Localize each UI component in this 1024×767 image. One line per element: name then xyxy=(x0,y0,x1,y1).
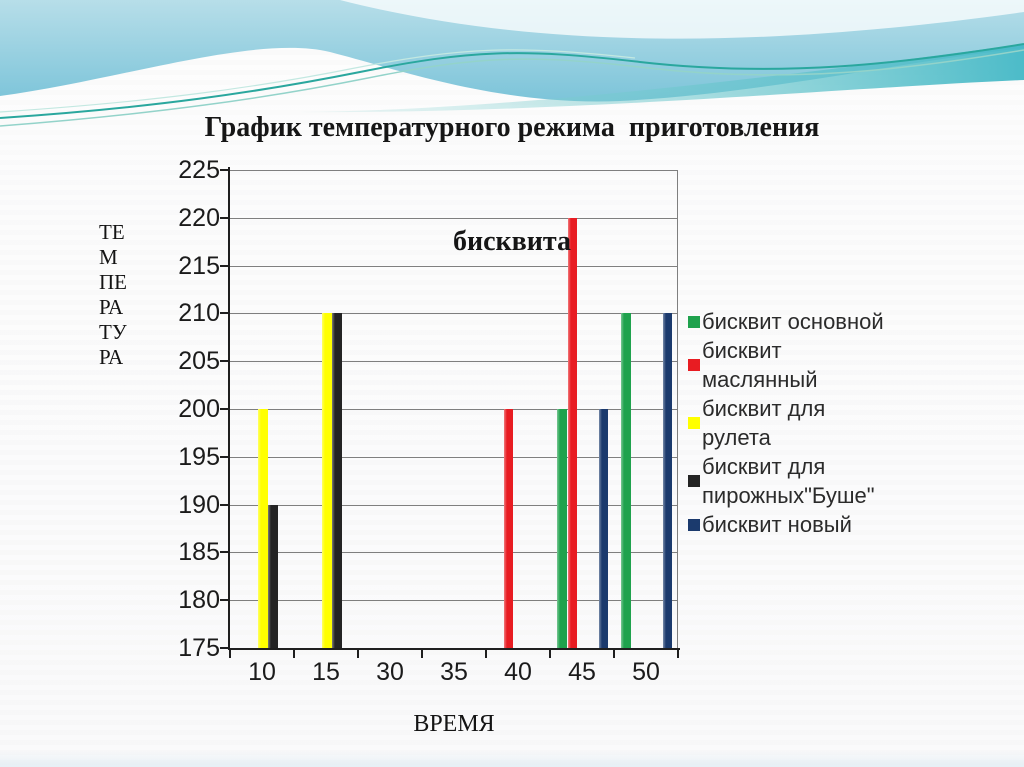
y-axis-title-line-2: ПЕ xyxy=(99,270,127,294)
legend-item-3: бисквит для пирожных"Буше" xyxy=(688,452,956,510)
bar-бисквит-маслянный-40 xyxy=(503,409,514,648)
x-axis-title: ВРЕМЯ xyxy=(413,711,495,737)
wave-white-swoosh xyxy=(340,0,1024,39)
legend-label-2: бисквит для рулета xyxy=(702,396,826,450)
y-axis-title-line-0: ТЕ xyxy=(99,220,125,244)
legend-label-0: бисквит основной xyxy=(702,309,884,334)
bottom-wave-decoration xyxy=(0,751,1024,767)
gridline-200 xyxy=(230,409,678,410)
x-tick-7 xyxy=(677,650,679,658)
x-tick-5 xyxy=(549,650,551,658)
bar-бисквит-новый-50 xyxy=(662,313,673,648)
y-tick-195 xyxy=(220,455,229,458)
legend-marker-3 xyxy=(688,475,700,487)
y-tick-205 xyxy=(220,360,229,363)
wave-line-faint xyxy=(0,49,636,113)
y-tick-label-215: 215 xyxy=(178,251,220,280)
y-tick-180 xyxy=(220,599,229,602)
gridline-215 xyxy=(230,265,678,267)
x-tick-label-40: 40 xyxy=(504,658,532,686)
legend-label-1: бисквит маслянный xyxy=(702,338,818,392)
y-tick-200 xyxy=(220,408,229,410)
gridline-205 xyxy=(230,361,678,363)
x-tick-0 xyxy=(229,650,231,658)
y-tick-175 xyxy=(220,647,229,649)
gridline-190 xyxy=(230,504,678,506)
legend-marker-1 xyxy=(688,359,700,371)
legend-item-4: бисквит новый xyxy=(688,510,956,539)
y-tick-label-185: 185 xyxy=(178,538,220,567)
bar-бисквит-маслянный-45 xyxy=(567,217,578,648)
x-tick-label-10: 10 xyxy=(248,658,276,686)
y-tick-210 xyxy=(220,312,229,315)
bar-бисквит-основной-45 xyxy=(557,409,568,648)
y-tick-label-220: 220 xyxy=(178,203,220,232)
bar-бисквит-новый-45 xyxy=(598,409,609,648)
y-axis-title-line-1: М xyxy=(99,245,118,269)
gridline-185 xyxy=(230,552,678,554)
y-tick-225 xyxy=(220,169,229,171)
plot-area xyxy=(230,170,678,648)
y-axis-title: ТЕ М ПЕ РА ТУ РА xyxy=(99,220,127,370)
y-tick-label-195: 195 xyxy=(178,442,220,471)
wave-line-dark xyxy=(0,43,1024,119)
bar-бисквит-для-рулета-10 xyxy=(258,409,268,648)
x-tick-label-50: 50 xyxy=(632,658,660,686)
legend-label-3: бисквит для пирожных"Буше" xyxy=(702,454,875,508)
y-tick-label-175: 175 xyxy=(178,634,220,662)
gridline-210 xyxy=(230,313,678,315)
y-axis xyxy=(228,167,230,650)
y-tick-label-225: 225 xyxy=(178,156,220,184)
slide-title-line-2: бисквита xyxy=(452,226,572,257)
gridline-225 xyxy=(230,170,678,171)
x-tick-6 xyxy=(613,650,615,658)
legend-marker-2 xyxy=(688,417,700,429)
y-tick-label-180: 180 xyxy=(178,586,220,615)
wave-teal-band xyxy=(300,44,1024,113)
y-tick-220 xyxy=(220,216,229,219)
y-axis-title-line-4: ТУ xyxy=(99,320,127,344)
y-tick-label-190: 190 xyxy=(178,490,220,519)
bar-бисквит-для-пирожных-Буше--15 xyxy=(332,313,342,648)
x-axis xyxy=(228,648,680,650)
x-tick-label-35: 35 xyxy=(440,658,468,686)
x-tick-1 xyxy=(293,650,295,658)
y-tick-label-205: 205 xyxy=(178,347,220,376)
legend-item-2: бисквит для рулета xyxy=(688,394,956,452)
x-tick-label-15: 15 xyxy=(312,658,340,686)
y-tick-215 xyxy=(220,264,229,267)
top-wave-decoration xyxy=(0,0,1024,127)
y-tick-185 xyxy=(220,551,229,554)
bar-бисквит-для-рулета-15 xyxy=(322,313,332,648)
bar-бисквит-основной-50 xyxy=(621,313,632,648)
legend: бисквит основной бисквит маслянный бисквит… xyxy=(688,307,956,539)
legend-item-1: бисквит маслянный xyxy=(688,336,956,394)
x-tick-2 xyxy=(357,650,359,658)
x-tick-4 xyxy=(485,650,487,658)
y-axis-title-line-3: РА xyxy=(99,295,124,319)
plot-right-border xyxy=(677,170,678,648)
gridline-180 xyxy=(230,600,678,602)
legend-marker-0 xyxy=(688,315,700,328)
gridline-195 xyxy=(230,456,678,458)
y-tick-label-210: 210 xyxy=(178,299,220,328)
x-tick-label-45: 45 xyxy=(568,658,596,686)
wave-line-light xyxy=(0,49,1024,127)
y-axis-title-line-5: РА xyxy=(99,345,124,369)
y-tick-190 xyxy=(220,503,229,506)
slide-title-line-1: График температурного режима приготовлен… xyxy=(204,112,820,143)
legend-marker-4 xyxy=(688,518,700,531)
bar-бисквит-для-пирожных-Буше--10 xyxy=(268,504,278,648)
slide-title: График температурного режима приготовлен… xyxy=(0,33,1024,299)
legend-label-4: бисквит новый xyxy=(702,512,852,537)
gridline-220 xyxy=(230,217,678,219)
y-tick-label-200: 200 xyxy=(178,395,220,423)
legend-item-0: бисквит основной xyxy=(688,307,956,336)
x-tick-label-30: 30 xyxy=(376,658,404,686)
x-tick-3 xyxy=(421,650,423,658)
